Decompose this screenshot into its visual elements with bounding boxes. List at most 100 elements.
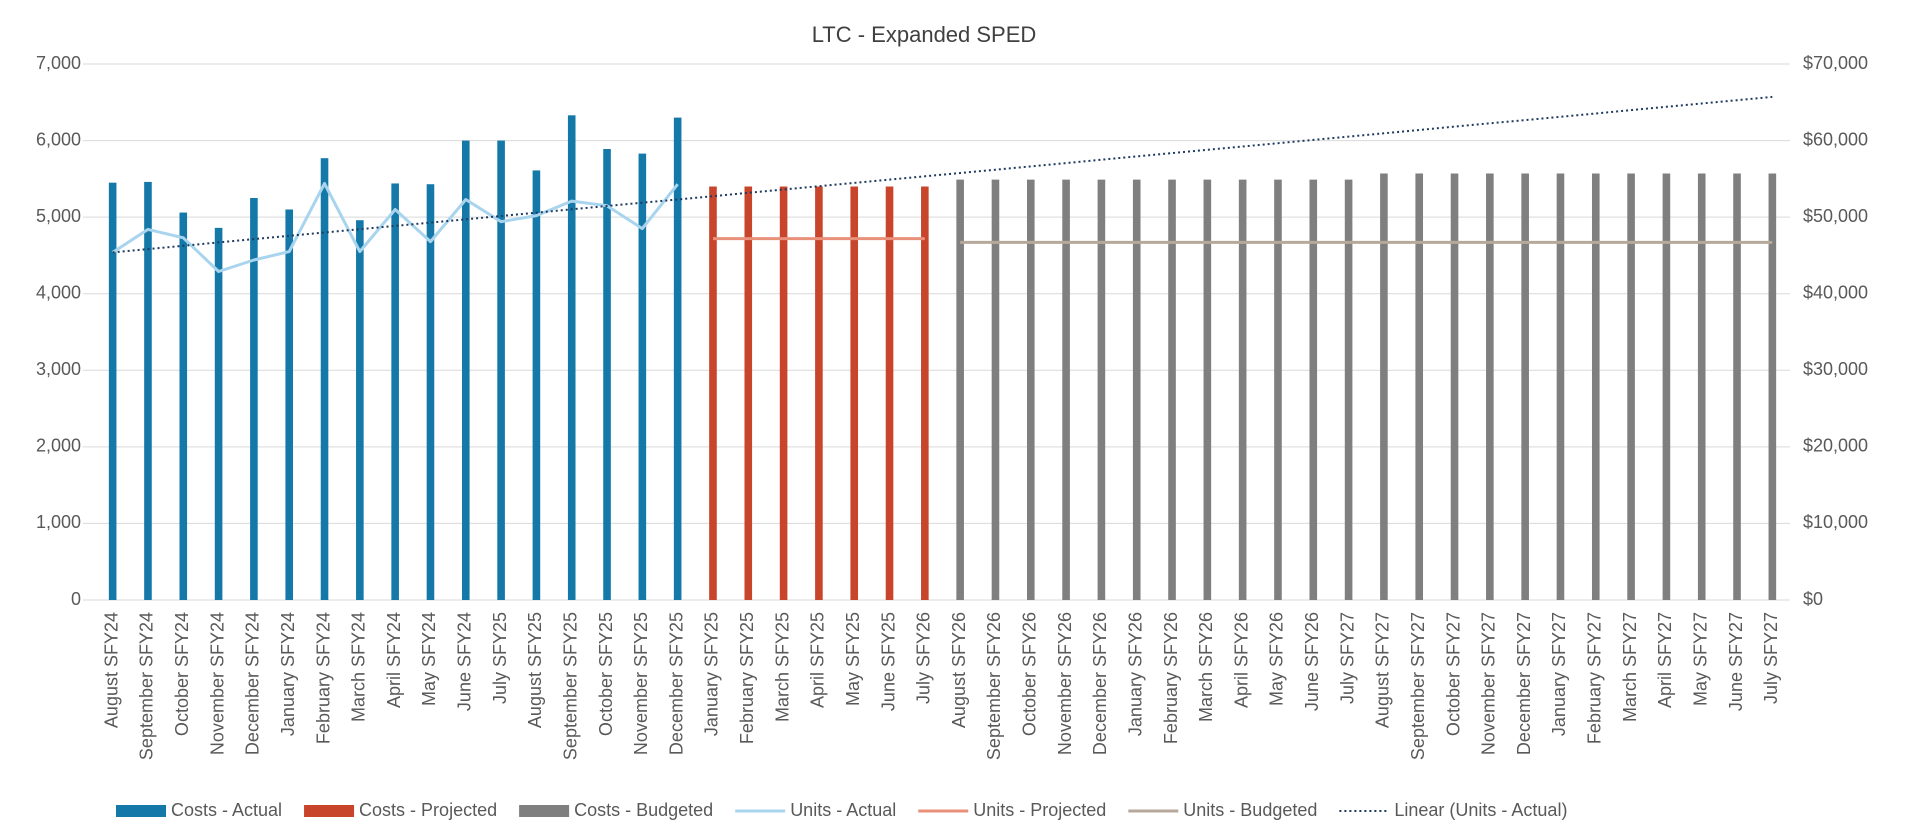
bar <box>1132 179 1141 600</box>
y2-tick-label: $0 <box>1803 589 1823 609</box>
bar <box>285 209 294 600</box>
y-tick-label: 1,000 <box>36 512 81 532</box>
x-tick-label: January SFY27 <box>1549 612 1569 736</box>
x-tick-label: January SFY24 <box>278 612 298 736</box>
bar <box>214 227 223 600</box>
legend-label: Linear (Units - Actual) <box>1394 800 1567 820</box>
x-tick-label: June SFY27 <box>1726 612 1746 711</box>
y-tick-label: 6,000 <box>36 129 81 149</box>
bar <box>638 153 647 601</box>
bar <box>1274 179 1282 600</box>
bar <box>1238 179 1247 600</box>
bar <box>673 117 682 600</box>
bar <box>532 170 541 601</box>
bar <box>921 186 929 600</box>
x-tick-label: July SFY26 <box>914 612 934 704</box>
x-tick-label: September SFY27 <box>1408 612 1428 760</box>
x-tick-label: October SFY26 <box>1020 612 1040 736</box>
x-tick-label: February SFY25 <box>737 612 757 744</box>
bar <box>356 220 364 600</box>
x-tick-label: September SFY24 <box>137 612 157 760</box>
x-tick-label: June SFY26 <box>1302 612 1322 711</box>
bar <box>1627 173 1635 601</box>
x-tick-label: December SFY27 <box>1514 612 1534 755</box>
bar <box>956 179 964 600</box>
x-tick-label: May SFY27 <box>1690 612 1710 706</box>
bar <box>1026 179 1035 600</box>
bar <box>1521 173 1529 601</box>
x-tick-label: July SFY27 <box>1761 612 1781 704</box>
x-tick-label: May SFY25 <box>843 612 863 706</box>
x-tick-label: March SFY25 <box>772 612 792 722</box>
bar <box>497 140 505 601</box>
bar <box>1344 179 1353 600</box>
bar <box>1486 173 1494 601</box>
bar <box>1097 179 1106 600</box>
x-tick-label: April SFY26 <box>1231 612 1251 708</box>
bar <box>779 186 788 600</box>
bar <box>709 186 717 600</box>
bar <box>603 148 611 600</box>
bar <box>426 184 435 600</box>
y-tick-label: 4,000 <box>36 282 81 302</box>
x-tick-label: November SFY27 <box>1479 612 1499 755</box>
y2-tick-label: $70,000 <box>1803 53 1868 73</box>
x-tick-label: October SFY27 <box>1443 612 1463 736</box>
x-tick-label: August SFY26 <box>949 612 969 728</box>
bar <box>391 183 399 601</box>
x-tick-label: January SFY25 <box>702 612 722 736</box>
x-tick-label: April SFY25 <box>808 612 828 708</box>
bar <box>1768 173 1777 601</box>
x-tick-label: August SFY24 <box>101 612 121 728</box>
bar <box>1662 173 1671 601</box>
chart-title: LTC - Expanded SPED <box>812 22 1037 47</box>
x-tick-label: November SFY24 <box>207 612 227 755</box>
bar <box>744 186 753 600</box>
x-tick-label: July SFY27 <box>1337 612 1357 704</box>
bar <box>1168 179 1176 600</box>
x-tick-label: November SFY26 <box>1055 612 1075 755</box>
legend-swatch <box>304 805 355 817</box>
x-tick-label: April SFY24 <box>384 612 404 708</box>
bar <box>567 115 576 600</box>
x-tick-label: October SFY25 <box>596 612 616 736</box>
bar <box>991 179 1000 600</box>
x-tick-label: February SFY27 <box>1585 612 1605 744</box>
y-tick-label: 0 <box>71 589 81 609</box>
bar <box>1733 173 1741 601</box>
x-tick-label: October SFY24 <box>172 612 192 736</box>
x-tick-label: February SFY26 <box>1161 612 1181 744</box>
bar <box>108 182 117 600</box>
bar <box>850 186 859 600</box>
x-tick-label: December SFY25 <box>666 612 686 755</box>
line <box>111 182 679 273</box>
y2-tick-label: $10,000 <box>1803 512 1868 532</box>
bar <box>320 158 329 600</box>
legend-swatch <box>116 805 166 817</box>
x-tick-label: June SFY24 <box>455 612 475 711</box>
legend-label: Units - Budgeted <box>1183 800 1317 820</box>
x-tick-label: February SFY24 <box>313 612 333 744</box>
legend-label: Costs - Projected <box>359 800 497 820</box>
x-tick-label: April SFY27 <box>1655 612 1675 708</box>
y-tick-label: 2,000 <box>36 436 81 456</box>
y2-tick-label: $30,000 <box>1803 359 1868 379</box>
bar <box>1309 179 1318 600</box>
bar <box>1556 173 1565 601</box>
bar <box>179 212 188 600</box>
x-tick-label: May SFY26 <box>1267 612 1287 706</box>
x-tick-label: December SFY26 <box>1090 612 1110 755</box>
x-tick-label: June SFY25 <box>878 612 898 711</box>
y2-tick-label: $50,000 <box>1803 206 1868 226</box>
y2-tick-label: $60,000 <box>1803 129 1868 149</box>
bar <box>1591 173 1600 601</box>
legend-swatch <box>519 805 570 817</box>
bar <box>815 186 823 600</box>
x-tick-label: December SFY24 <box>243 612 263 755</box>
x-tick-label: March SFY26 <box>1196 612 1216 722</box>
bar <box>1062 179 1070 600</box>
x-tick-label: August SFY25 <box>525 612 545 728</box>
x-tick-label: January SFY26 <box>1125 612 1145 736</box>
legend-label: Units - Actual <box>790 800 896 820</box>
